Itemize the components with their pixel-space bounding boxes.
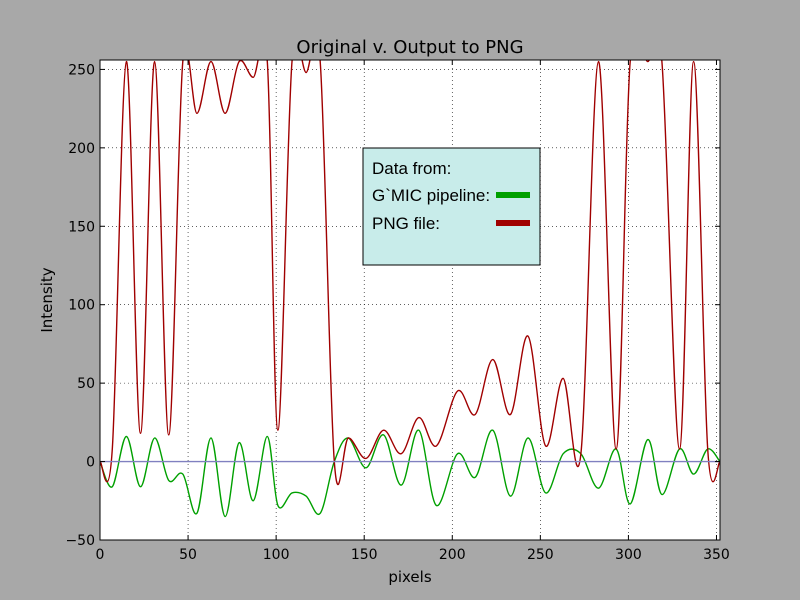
x-tick-label: 250: [527, 547, 554, 563]
x-tick-label: 350: [703, 547, 730, 563]
legend-entry-png: PNG file:: [372, 214, 440, 233]
y-tick-label: −50: [65, 533, 95, 549]
chart-title: Original v. Output to PNG: [296, 37, 523, 58]
x-tick-label: 300: [615, 547, 642, 563]
y-tick-label: 0: [86, 455, 95, 471]
series-line-gmic: [100, 429, 720, 518]
x-tick-label: 150: [351, 547, 378, 563]
plot-area: [100, 60, 720, 540]
y-axis-label: Intensity: [38, 267, 56, 332]
y-tick-label: 200: [68, 141, 95, 157]
y-tick-label: 50: [77, 376, 95, 392]
legend-entry-gmic: G`MIC pipeline:: [372, 186, 490, 205]
legend: Data from: G`MIC pipeline: PNG file:: [362, 147, 541, 266]
x-tick-label: 50: [179, 547, 197, 563]
series-layer: [100, 60, 720, 518]
series-line-png: [100, 60, 720, 485]
legend-box: [362, 147, 541, 266]
y-tick-label: 100: [68, 298, 95, 314]
x-tick-label: 100: [263, 547, 290, 563]
y-tick-label: 150: [68, 219, 95, 235]
plot-frame: [99, 59, 721, 541]
y-tick-label: 250: [68, 62, 95, 78]
x-tick-label: 0: [96, 547, 105, 563]
legend-title: Data from:: [372, 159, 451, 178]
x-tick-label: 200: [439, 547, 466, 563]
x-axis-label: pixels: [388, 568, 432, 586]
